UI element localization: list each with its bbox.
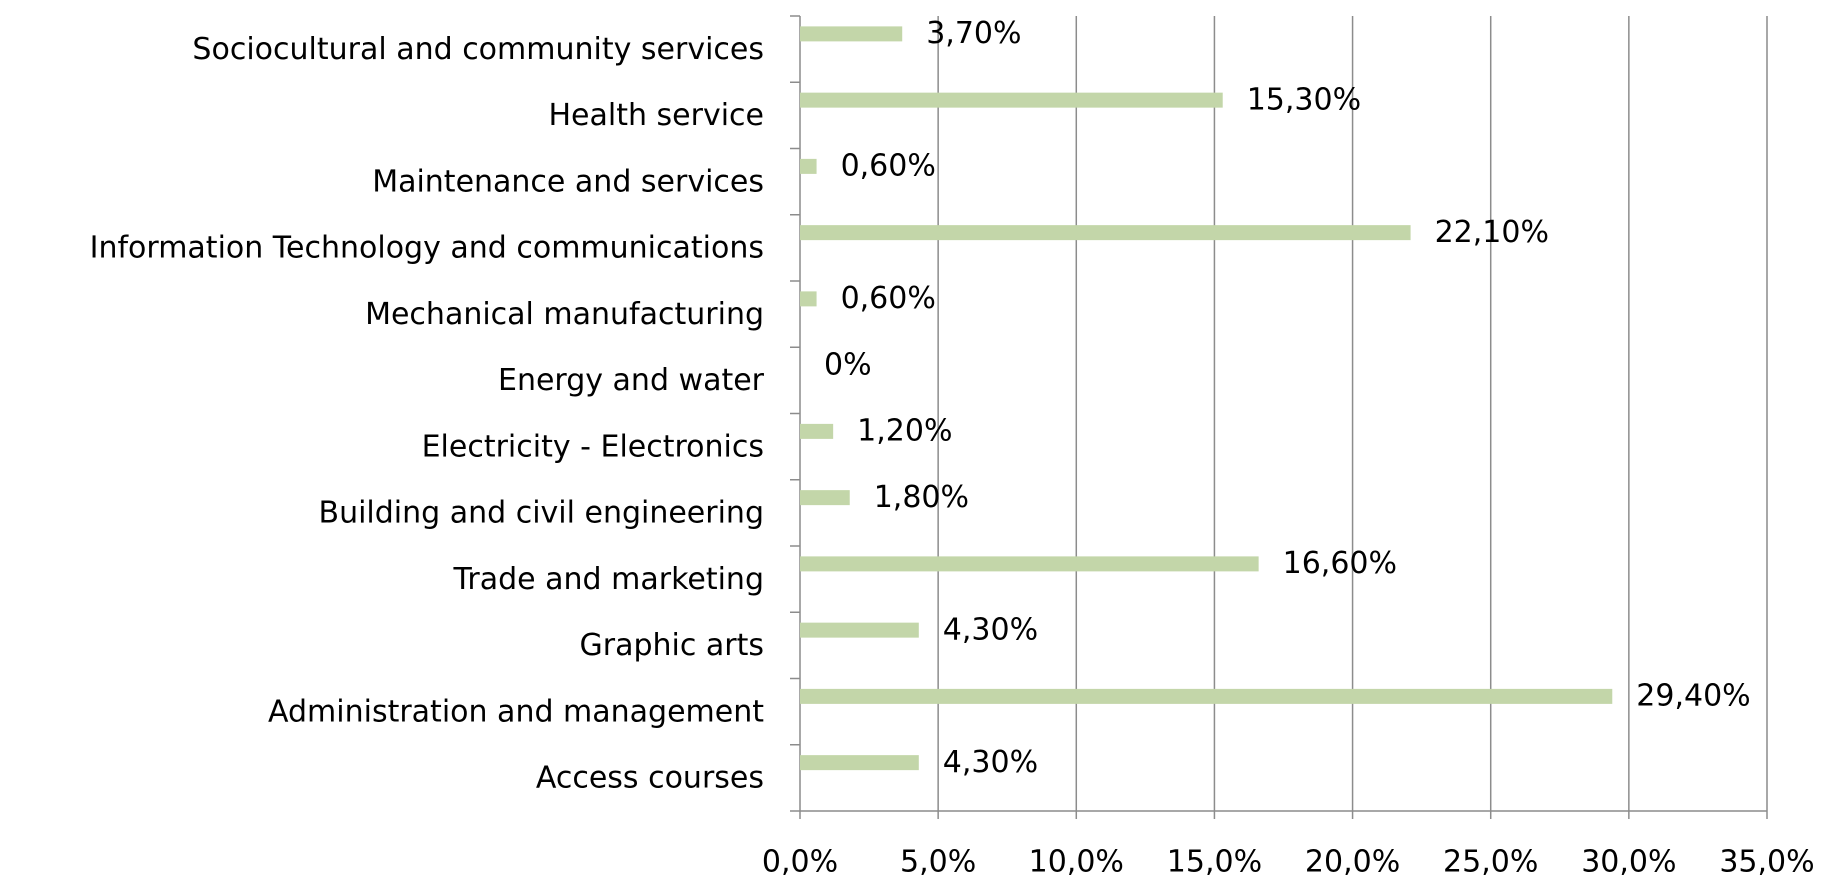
- x-tick-label: 35,0%: [1719, 845, 1814, 880]
- y-tick-label: Building and civil engineering: [318, 496, 764, 531]
- value-label: 1,20%: [857, 414, 952, 449]
- bar: [800, 291, 817, 307]
- value-label: 16,60%: [1283, 546, 1397, 581]
- x-tick-label: 5,0%: [900, 845, 976, 880]
- y-tick-label: Mechanical manufacturing: [365, 297, 764, 332]
- bar: [800, 755, 919, 771]
- bar: [800, 622, 919, 638]
- value-label: 0,60%: [841, 281, 936, 316]
- x-tick-label: 25,0%: [1443, 845, 1538, 880]
- y-tick-label: Health service: [548, 98, 764, 133]
- value-label: 1,80%: [874, 480, 969, 515]
- value-label: 3,70%: [926, 16, 1021, 51]
- x-tick-label: 30,0%: [1581, 845, 1676, 880]
- value-label: 4,30%: [943, 745, 1038, 780]
- x-tick-label: 10,0%: [1029, 845, 1124, 880]
- bar: [800, 225, 1411, 241]
- value-label: 4,30%: [943, 612, 1038, 647]
- y-tick-label: Electricity - Electronics: [422, 429, 764, 464]
- y-tick-label: Access courses: [536, 761, 764, 796]
- value-label: 0%: [824, 347, 872, 382]
- bar: [800, 158, 817, 174]
- bar: [800, 423, 834, 439]
- value-label: 15,30%: [1247, 82, 1361, 117]
- bar: [800, 688, 1613, 704]
- value-label: 0,60%: [841, 149, 936, 184]
- x-tick-label: 15,0%: [1167, 845, 1262, 880]
- bar: [800, 26, 903, 42]
- y-tick-label: Administration and management: [268, 694, 764, 729]
- y-tick-label: Information Technology and communication…: [90, 231, 764, 266]
- y-tick-label: Trade and marketing: [452, 562, 764, 597]
- bar: [800, 556, 1259, 572]
- value-label: 22,10%: [1435, 215, 1549, 250]
- x-tick-label: 0,0%: [762, 845, 838, 880]
- y-tick-label: Energy and water: [498, 363, 765, 398]
- y-tick-label: Maintenance and services: [372, 164, 764, 199]
- x-tick-label: 20,0%: [1305, 845, 1400, 880]
- bar: [800, 92, 1223, 108]
- y-tick-label: Graphic arts: [580, 628, 765, 663]
- y-tick-label: Sociocultural and community services: [192, 32, 764, 67]
- value-label: 29,40%: [1636, 679, 1750, 714]
- bar: [800, 490, 850, 506]
